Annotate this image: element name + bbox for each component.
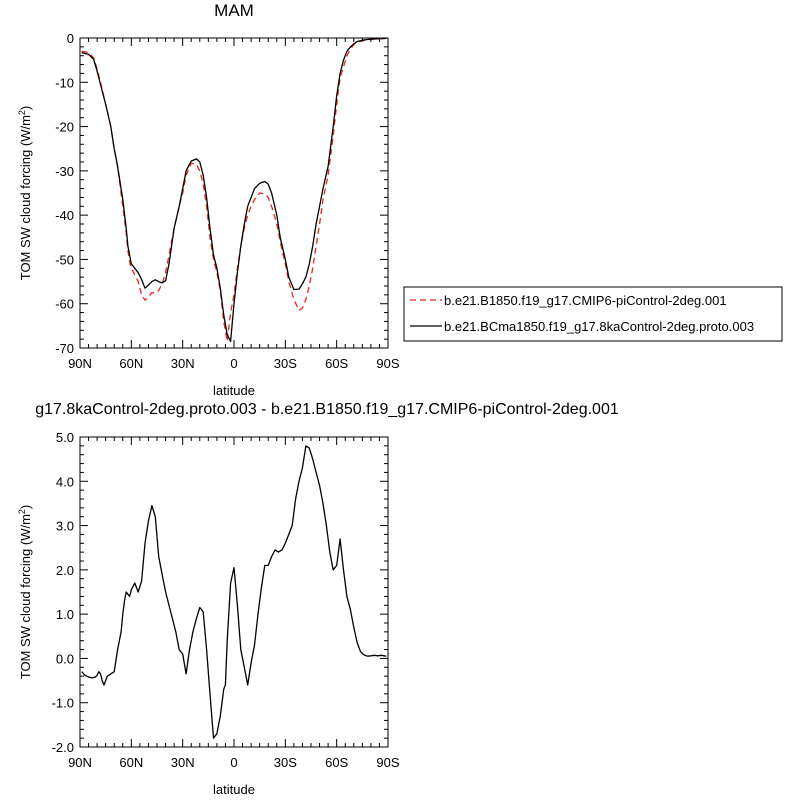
y-tick-label: 0.0 <box>56 651 74 666</box>
x-tick-label: 0 <box>230 755 237 770</box>
x-tick-label: 90N <box>68 755 92 770</box>
y-tick-label: 5.0 <box>56 430 74 445</box>
x-tick-label: 90S <box>376 356 399 371</box>
x-tick-label: 30S <box>274 755 297 770</box>
top-x-axis-label: latitude <box>213 383 255 398</box>
bottom-y-axis-label: TOM SW cloud forcing (W/m2) <box>17 505 33 680</box>
series-line-0 <box>81 37 387 343</box>
legend: b.e21.B1850.f19_g17.CMIP6-piControl-2deg… <box>403 286 783 342</box>
top-x-ticks: 90N 60N 30N 0 30S 60S 90S <box>68 38 400 371</box>
y-tick-label: -1.0 <box>52 696 74 711</box>
y-tick-label: -40 <box>55 208 74 223</box>
x-tick-label: 60N <box>119 755 143 770</box>
x-tick-label: 90N <box>68 356 92 371</box>
bottom-x-ticks: 90N 60N 30N 0 30S 60S 90S <box>68 437 400 770</box>
series-line-0 <box>81 445 387 739</box>
bottom-chart-title: g17.8kaControl-2deg.proto.003 - b.e21.B1… <box>35 401 619 418</box>
y-tick-label: 2.0 <box>56 563 74 578</box>
legend-label-piControl: b.e21.B1850.f19_g17.CMIP6-piControl-2deg… <box>444 293 727 308</box>
bottom-panel: g17.8kaControl-2deg.proto.003 - b.e21.B1… <box>17 401 619 797</box>
x-tick-label: 90S <box>376 755 399 770</box>
top-panel: MAM latitude TOM SW cloud forcing (W/m2)… <box>17 1 783 398</box>
x-tick-label: 60N <box>119 356 143 371</box>
top-series-lines <box>81 37 387 343</box>
series-line-1 <box>81 37 387 343</box>
x-tick-label: 60S <box>325 356 348 371</box>
y-tick-label: -10 <box>55 75 74 90</box>
y-tick-label: -2.0 <box>52 740 74 755</box>
y-tick-label: 4.0 <box>56 474 74 489</box>
y-tick-label: 3.0 <box>56 519 74 534</box>
bottom-x-axis-label: latitude <box>213 782 255 797</box>
legend-box <box>403 286 783 342</box>
x-tick-label: 60S <box>325 755 348 770</box>
bottom-series-lines <box>81 445 387 739</box>
legend-label-8kaControl: b.e21.BCma1850.f19_g17.8kaControl-2deg.p… <box>444 319 754 334</box>
top-y-ticks: 0 -10 -20 -30 -40 -50 -60 -70 <box>55 31 388 356</box>
top-chart-title: MAM <box>214 1 254 20</box>
y-tick-label: 0 <box>67 31 74 46</box>
y-tick-label: -60 <box>55 297 74 312</box>
x-tick-label: 30N <box>171 356 195 371</box>
bottom-y-ticks: 5.0 4.0 3.0 2.0 1.0 0.0 -1.0 -2.0 <box>52 430 388 755</box>
y-tick-label: -70 <box>55 341 74 356</box>
x-tick-label: 0 <box>230 356 237 371</box>
y-tick-label: 1.0 <box>56 607 74 622</box>
y-tick-label: -30 <box>55 164 74 179</box>
y-tick-label: -20 <box>55 120 74 135</box>
y-tick-label: -50 <box>55 252 74 267</box>
top-y-axis-label: TOM SW cloud forcing (W/m2) <box>17 106 33 281</box>
x-tick-label: 30N <box>171 755 195 770</box>
x-tick-label: 30S <box>274 356 297 371</box>
